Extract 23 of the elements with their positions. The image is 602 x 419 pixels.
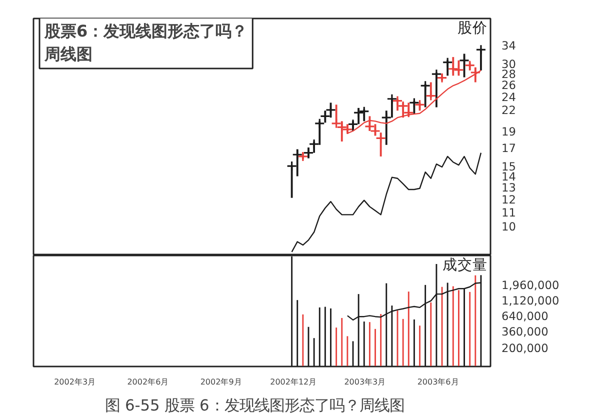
x-tick-label: 2002年9月: [200, 378, 242, 386]
y-tick-label: 17: [502, 140, 516, 155]
y-tick-label: 10: [502, 220, 516, 234]
x-tick-label: 2002年6月: [127, 378, 169, 386]
y-tick-label: 24: [502, 90, 516, 104]
y-tick-label: 12: [502, 192, 516, 207]
y-axis-title: 股价: [458, 20, 488, 36]
text: 股票6：发现线图形态了吗？周线图: [44, 22, 248, 64]
y-axis-title: 成交量: [442, 256, 488, 274]
y-tick-label: 19: [502, 124, 516, 138]
y-tick-label: 34: [502, 38, 516, 52]
y-tick-label: 11: [502, 205, 516, 220]
x-tick-label: 2003年6月: [417, 378, 459, 386]
y-tick-label: 1,960,000: [502, 278, 560, 292]
x-tick-label: 2002年12月: [270, 378, 317, 386]
y-tick-label: 360,000: [502, 324, 548, 339]
x-tick-label: 2003年3月: [344, 378, 386, 386]
y-tick-label: 1,120,000: [502, 293, 560, 308]
x-tick-label: 2002年3月: [54, 378, 96, 386]
y-tick-label: 22: [502, 102, 516, 117]
caption: 图 6-55 股票 6：发现线图形态了吗？周线图: [105, 396, 404, 414]
y-tick-label: 200,000: [502, 340, 548, 355]
y-tick-label: 640,000: [502, 308, 548, 323]
